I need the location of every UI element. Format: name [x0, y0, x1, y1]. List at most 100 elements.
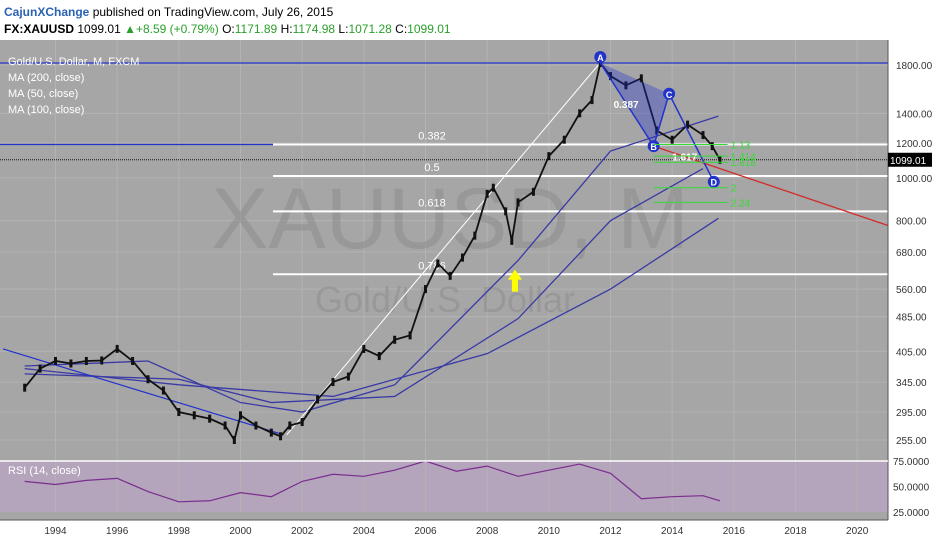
price-candle — [346, 372, 350, 381]
price-candle — [393, 335, 397, 344]
axes: 1800.00 1400.00 1200.00 1000.00 800.00 680.00… — [0, 40, 932, 537]
target-level-label: 1.13 — [731, 141, 751, 152]
price-candle — [710, 142, 714, 151]
open-value: 1171.89 — [234, 22, 278, 36]
low-label: L: — [338, 22, 349, 36]
price-tick-label: 800.00 — [896, 217, 927, 228]
up-arrow-icon: ▲ — [124, 22, 136, 36]
price-candle — [590, 96, 594, 105]
price-candle — [701, 131, 705, 140]
pattern-point-label: B — [650, 142, 657, 152]
target-level-label: 2.24 — [731, 198, 751, 209]
time-tick-label: 2016 — [723, 526, 746, 537]
price-candle — [69, 359, 73, 368]
price-candle — [436, 259, 440, 268]
price-candle — [223, 421, 227, 430]
price-candle — [578, 109, 582, 118]
price-candle — [288, 421, 292, 430]
uptrend-line — [286, 64, 599, 436]
price-candle — [531, 187, 535, 196]
pattern-point-label: D — [711, 178, 718, 188]
price-candle — [377, 352, 381, 361]
current-price-label: 1099.01 — [890, 156, 927, 167]
price-tick-label: 255.00 — [896, 436, 927, 447]
price-candle — [23, 383, 27, 392]
price-candle — [279, 432, 283, 441]
pattern-point-label: C — [666, 90, 673, 100]
pattern-xab-fill — [600, 63, 670, 147]
legend: Gold/U.S. Dollar, M, FXCM MA (200, close… — [8, 56, 139, 477]
publish-line: CajunXChange published on TradingView.co… — [4, 5, 333, 19]
price-candle — [269, 428, 273, 437]
price-chart[interactable]: XAUUSD, M Gold/U.S. Dollar 0.382 0.5 0.618… — [0, 40, 932, 550]
price-candle — [562, 135, 566, 144]
price-tick-label: 1800.00 — [896, 61, 932, 72]
price-candle — [300, 418, 304, 427]
price-candle — [686, 120, 690, 129]
time-tick-label: 2004 — [353, 526, 376, 537]
time-tick-label: 2014 — [661, 526, 684, 537]
time-tick-label: 2012 — [599, 526, 622, 537]
price-candle — [408, 331, 412, 340]
price-candle — [115, 344, 119, 353]
price-candle — [609, 72, 612, 81]
close-label: C: — [395, 22, 408, 36]
last-price: 1099.01 — [77, 22, 121, 36]
price-tick-label: 405.00 — [896, 347, 927, 358]
price-tick-label: 345.00 — [896, 378, 927, 389]
rsi-line — [24, 460, 721, 503]
pattern-point-marker — [594, 51, 607, 63]
time-tick-label: 2008 — [476, 526, 499, 537]
target-level-label: 2 — [731, 184, 737, 195]
price-candle — [146, 375, 150, 384]
up-arrow-marker — [507, 269, 522, 292]
time-tick-label: 1996 — [106, 526, 129, 537]
pattern-point-marker — [663, 87, 676, 100]
price-tick-label: 1000.00 — [896, 174, 932, 185]
rsi-tick-label: 75.0000 — [893, 457, 930, 468]
price-candle — [239, 411, 242, 420]
price-candle — [232, 436, 236, 444]
price-candle — [131, 356, 135, 365]
price-tick-label: 1200.00 — [896, 139, 932, 150]
price-candle — [485, 189, 489, 198]
high-label: H: — [280, 22, 293, 36]
price-candle — [473, 231, 477, 240]
price-candle — [491, 183, 495, 192]
time-tick-label: 1994 — [44, 526, 67, 537]
price-candle — [510, 236, 514, 245]
price-candle — [424, 285, 427, 294]
pattern-point-label: A — [597, 53, 604, 63]
time-tick-label: 1998 — [168, 526, 191, 537]
price-candle — [670, 135, 674, 144]
watermark-symbol: XAUUSD, M — [211, 171, 689, 267]
rsi-tick-label: 25.0000 — [893, 508, 930, 519]
open-label: O: — [222, 22, 235, 36]
author-link[interactable]: CajunXChange — [4, 5, 90, 19]
price-candle — [84, 356, 88, 365]
legend-rsi: RSI (14, close) — [8, 465, 81, 477]
legend-ma-200: MA (200, close) — [8, 72, 84, 84]
time-tick-label: 2010 — [538, 526, 561, 537]
symbol-label: FX:XAUUSD — [4, 22, 75, 36]
price-candle — [516, 198, 520, 207]
low-value: 1071.28 — [348, 22, 392, 36]
price-candle — [624, 81, 628, 90]
pattern-ratio-label: 1.617 — [672, 152, 697, 163]
pattern-ratio-label: 0.387 — [614, 100, 639, 111]
rsi-tick-label: 50.0000 — [893, 483, 930, 494]
price-candle — [639, 74, 643, 83]
moving-average-line — [24, 167, 704, 404]
price-candle — [208, 414, 212, 423]
resistance-line — [653, 145, 889, 227]
price-candle — [177, 408, 181, 417]
price-candle — [192, 411, 196, 420]
price-candle — [504, 207, 508, 216]
rsi-band — [0, 461, 888, 512]
price-candle — [655, 126, 659, 135]
high-value: 1174.98 — [292, 22, 336, 36]
price-tick-label: 295.00 — [896, 408, 927, 419]
close-value: 1099.01 — [407, 22, 451, 36]
